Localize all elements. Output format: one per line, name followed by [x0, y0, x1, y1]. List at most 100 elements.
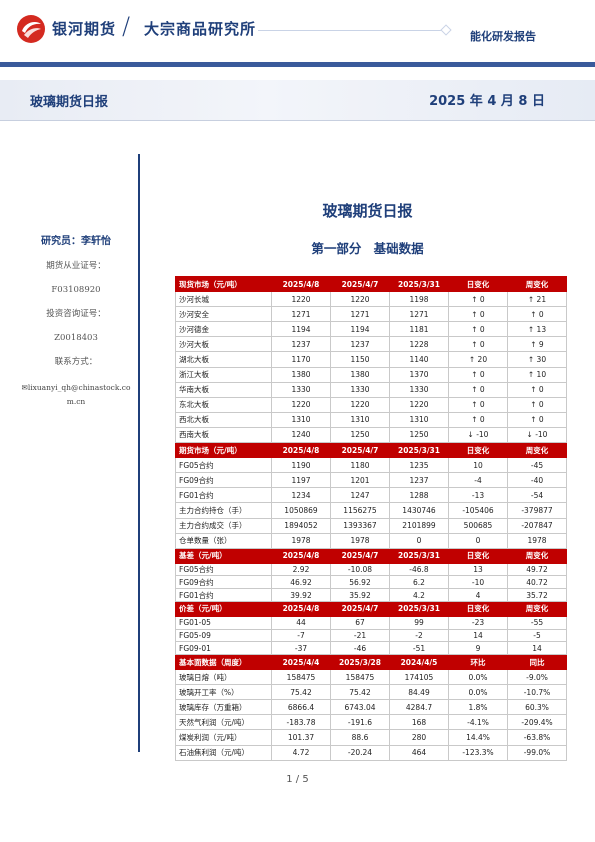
- email-address[interactable]: lixuanyi_qh@chinastock.com.cn: [27, 383, 131, 406]
- table-cell: 4.72: [271, 744, 331, 761]
- table-cell: 84.49: [389, 684, 449, 701]
- table-cell: 1271: [389, 306, 449, 323]
- table-row: FG09合约 46.92 56.92 6.2 -10 40.72: [175, 575, 567, 590]
- table-cell: -4: [448, 472, 508, 489]
- table-cell: 1220: [271, 396, 331, 413]
- table-row: 沙河安全 1271 1271 1271 ↑ 0 ↑ 0: [175, 306, 567, 323]
- row-label: 沙河德金: [175, 321, 272, 338]
- table-cell: 1220: [271, 291, 331, 308]
- band-title: 玻璃期货日报: [30, 95, 109, 110]
- researcher-name: 研究员：李轩怡: [41, 236, 111, 247]
- row-label: 主力合约成交（手）: [175, 517, 272, 534]
- table-cell: -51: [389, 641, 449, 655]
- table-cell: 1198: [389, 291, 449, 308]
- table-row: 华南大板 1330 1330 1330 ↑ 0 ↑ 0: [175, 381, 567, 398]
- consult-label: 投资咨询证号：: [46, 309, 106, 319]
- row-label: 沙河长城: [175, 291, 272, 308]
- table-cell: 88.6: [330, 729, 390, 746]
- table-row: 煤炭利润（元/吨） 101.37 88.6 280 14.4% -63.8%: [175, 729, 567, 746]
- table-cell: 1140: [389, 351, 449, 368]
- table-section-header: 现货市场（元/吨） 2025/4/8 2025/4/7 2025/3/31 日变化 周变化: [175, 275, 567, 293]
- table-cell: -13: [448, 487, 508, 504]
- table-cell: 46.92: [271, 575, 331, 590]
- row-label: 玻璃开工率（%）: [175, 684, 272, 701]
- table-cell: 1170: [271, 351, 331, 368]
- table-row: FG01合约 39.92 35.92 4.2 4 35.72: [175, 588, 567, 602]
- section-header-label: 价差（元/吨）: [175, 600, 272, 617]
- table-cell: -191.6: [330, 714, 390, 731]
- table-cell: -10.7%: [507, 684, 567, 701]
- table-cell: 60.3%: [507, 699, 567, 716]
- table-cell: 1194: [271, 321, 331, 338]
- table-cell: 14.4%: [448, 729, 508, 746]
- institute-name: 大宗商品研究所: [144, 20, 257, 38]
- table-cell: ↑ 0: [507, 396, 567, 413]
- table-cell: 6866.4: [271, 699, 331, 716]
- table-cell: -105406: [448, 502, 508, 519]
- table-row: 西南大板 1240 1250 1250 ↓ -10 ↓ -10: [175, 426, 567, 444]
- table-cell: 1330: [330, 381, 390, 398]
- table-cell: 1330: [271, 381, 331, 398]
- column-header: 2025/4/7: [330, 600, 390, 617]
- galaxy-logo-icon: [17, 15, 45, 43]
- column-header: 2025/4/4: [271, 653, 331, 671]
- page-number: 1 / 5: [286, 774, 309, 785]
- column-header: 环比: [448, 653, 508, 671]
- column-header: 2025/3/31: [389, 275, 449, 293]
- table-cell: 1978: [271, 532, 331, 549]
- table-cell: 4.2: [389, 588, 449, 602]
- column-header: 2025/3/31: [389, 600, 449, 617]
- table-cell: 2101899: [389, 517, 449, 534]
- table-cell: 1380: [271, 366, 331, 383]
- section-header-label: 期货市场（元/吨）: [175, 442, 272, 459]
- logo-divider: /: [122, 12, 131, 40]
- row-label: 西北大板: [175, 411, 272, 428]
- report-type: 能化研发报告: [470, 30, 536, 43]
- sidebar-rule: [138, 154, 140, 752]
- table-cell: -21: [330, 628, 390, 643]
- table-cell: 1894052: [271, 517, 331, 534]
- table-cell: 0: [389, 532, 449, 549]
- table-row: 沙河长城 1220 1220 1198 ↑ 0 ↑ 21: [175, 291, 567, 308]
- row-label: 浙江大板: [175, 366, 272, 383]
- table-cell: 1370: [389, 366, 449, 383]
- table-cell: 1050869: [271, 502, 331, 519]
- email-contact[interactable]: ✉lixuanyi_qh@chinastock.com.cn: [20, 381, 132, 409]
- decorative-line: [258, 30, 448, 31]
- table-cell: -207847: [507, 517, 567, 534]
- table-cell: 4: [448, 588, 508, 602]
- column-header: 周变化: [507, 600, 567, 617]
- row-label: FG09-01: [175, 641, 272, 655]
- table-cell: 1150: [330, 351, 390, 368]
- table-cell: 14: [507, 641, 567, 655]
- table-cell: 1250: [330, 426, 390, 444]
- table-row: FG09合约 1197 1201 1237 -4 -40: [175, 472, 567, 489]
- table-cell: 4284.7: [389, 699, 449, 716]
- table-cell: 13: [448, 562, 508, 577]
- column-header: 2025/3/31: [389, 442, 449, 459]
- section-title: 第一部分 基础数据: [311, 241, 424, 256]
- table-cell: -37: [271, 641, 331, 655]
- table-cell: -63.8%: [507, 729, 567, 746]
- company-name: 银河期货: [52, 20, 117, 38]
- table-cell: ↑ 0: [448, 291, 508, 308]
- column-header: 2025/4/8: [271, 547, 331, 564]
- column-header: 2025/4/7: [330, 547, 390, 564]
- table-cell: 1237: [330, 336, 390, 353]
- table-cell: -10.08: [330, 562, 390, 577]
- table-cell: 1190: [271, 457, 331, 474]
- table-cell: 9: [448, 641, 508, 655]
- table-cell: 56.92: [330, 575, 390, 590]
- table-cell: 67: [330, 615, 390, 630]
- table-cell: ↑ 0: [448, 336, 508, 353]
- table-cell: 1310: [271, 411, 331, 428]
- page-header: 银河期货 / 大宗商品研究所 能化研发报告: [0, 0, 595, 62]
- column-header: 周变化: [507, 275, 567, 293]
- table-cell: 1220: [330, 291, 390, 308]
- row-label: 东北大板: [175, 396, 272, 413]
- data-table: 现货市场（元/吨） 2025/4/8 2025/4/7 2025/3/31 日变化 周变化…: [175, 275, 567, 761]
- table-cell: 1.8%: [448, 699, 508, 716]
- table-cell: 158475: [271, 669, 331, 686]
- table-cell: 0.0%: [448, 684, 508, 701]
- table-cell: 1220: [330, 396, 390, 413]
